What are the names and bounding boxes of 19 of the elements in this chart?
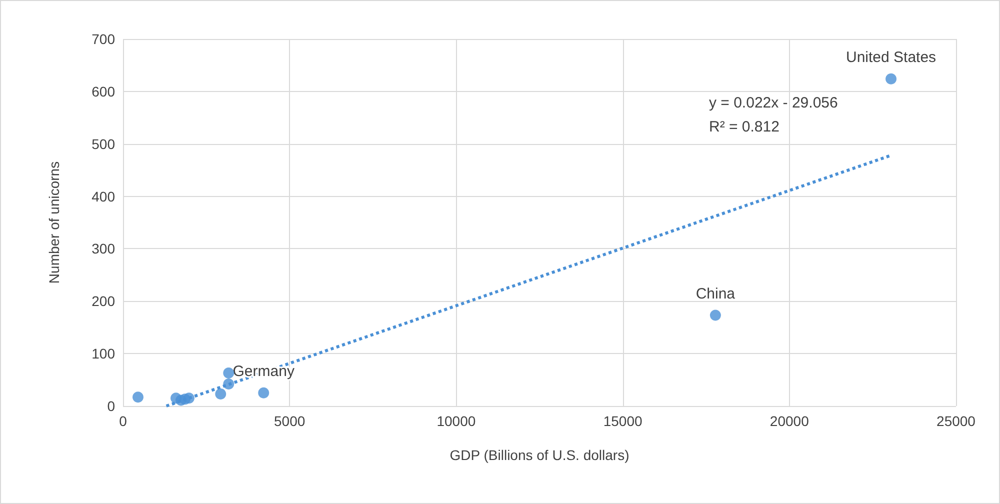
x-axis-title: GDP (Billions of U.S. dollars) [450,447,630,463]
y-tick-label: 300 [92,240,116,257]
y-tick-label: 0 [107,398,116,414]
y-axis-title: Number of unicorns [46,161,62,284]
y-tick-label: 500 [92,136,116,152]
y-tick-label: 100 [92,346,116,362]
annotation: y = 0.022x - 29.056 R² = 0.812 [709,94,838,136]
x-tick-label: 0 [119,413,128,429]
y-tick-label: 600 [92,83,116,100]
annotation: China [696,285,736,302]
x-tick-label: 25000 [936,413,976,429]
x-tick-label: 20000 [770,413,810,429]
x-tick-label: 15000 [603,413,642,429]
x-tick-label: 5000 [274,413,306,429]
y-tick-label: 200 [92,293,116,310]
y-tick-label: 400 [92,188,116,204]
y-tick-label: 700 [92,31,116,47]
annotation: United States [846,48,936,66]
x-tick-label: 10000 [436,413,476,429]
